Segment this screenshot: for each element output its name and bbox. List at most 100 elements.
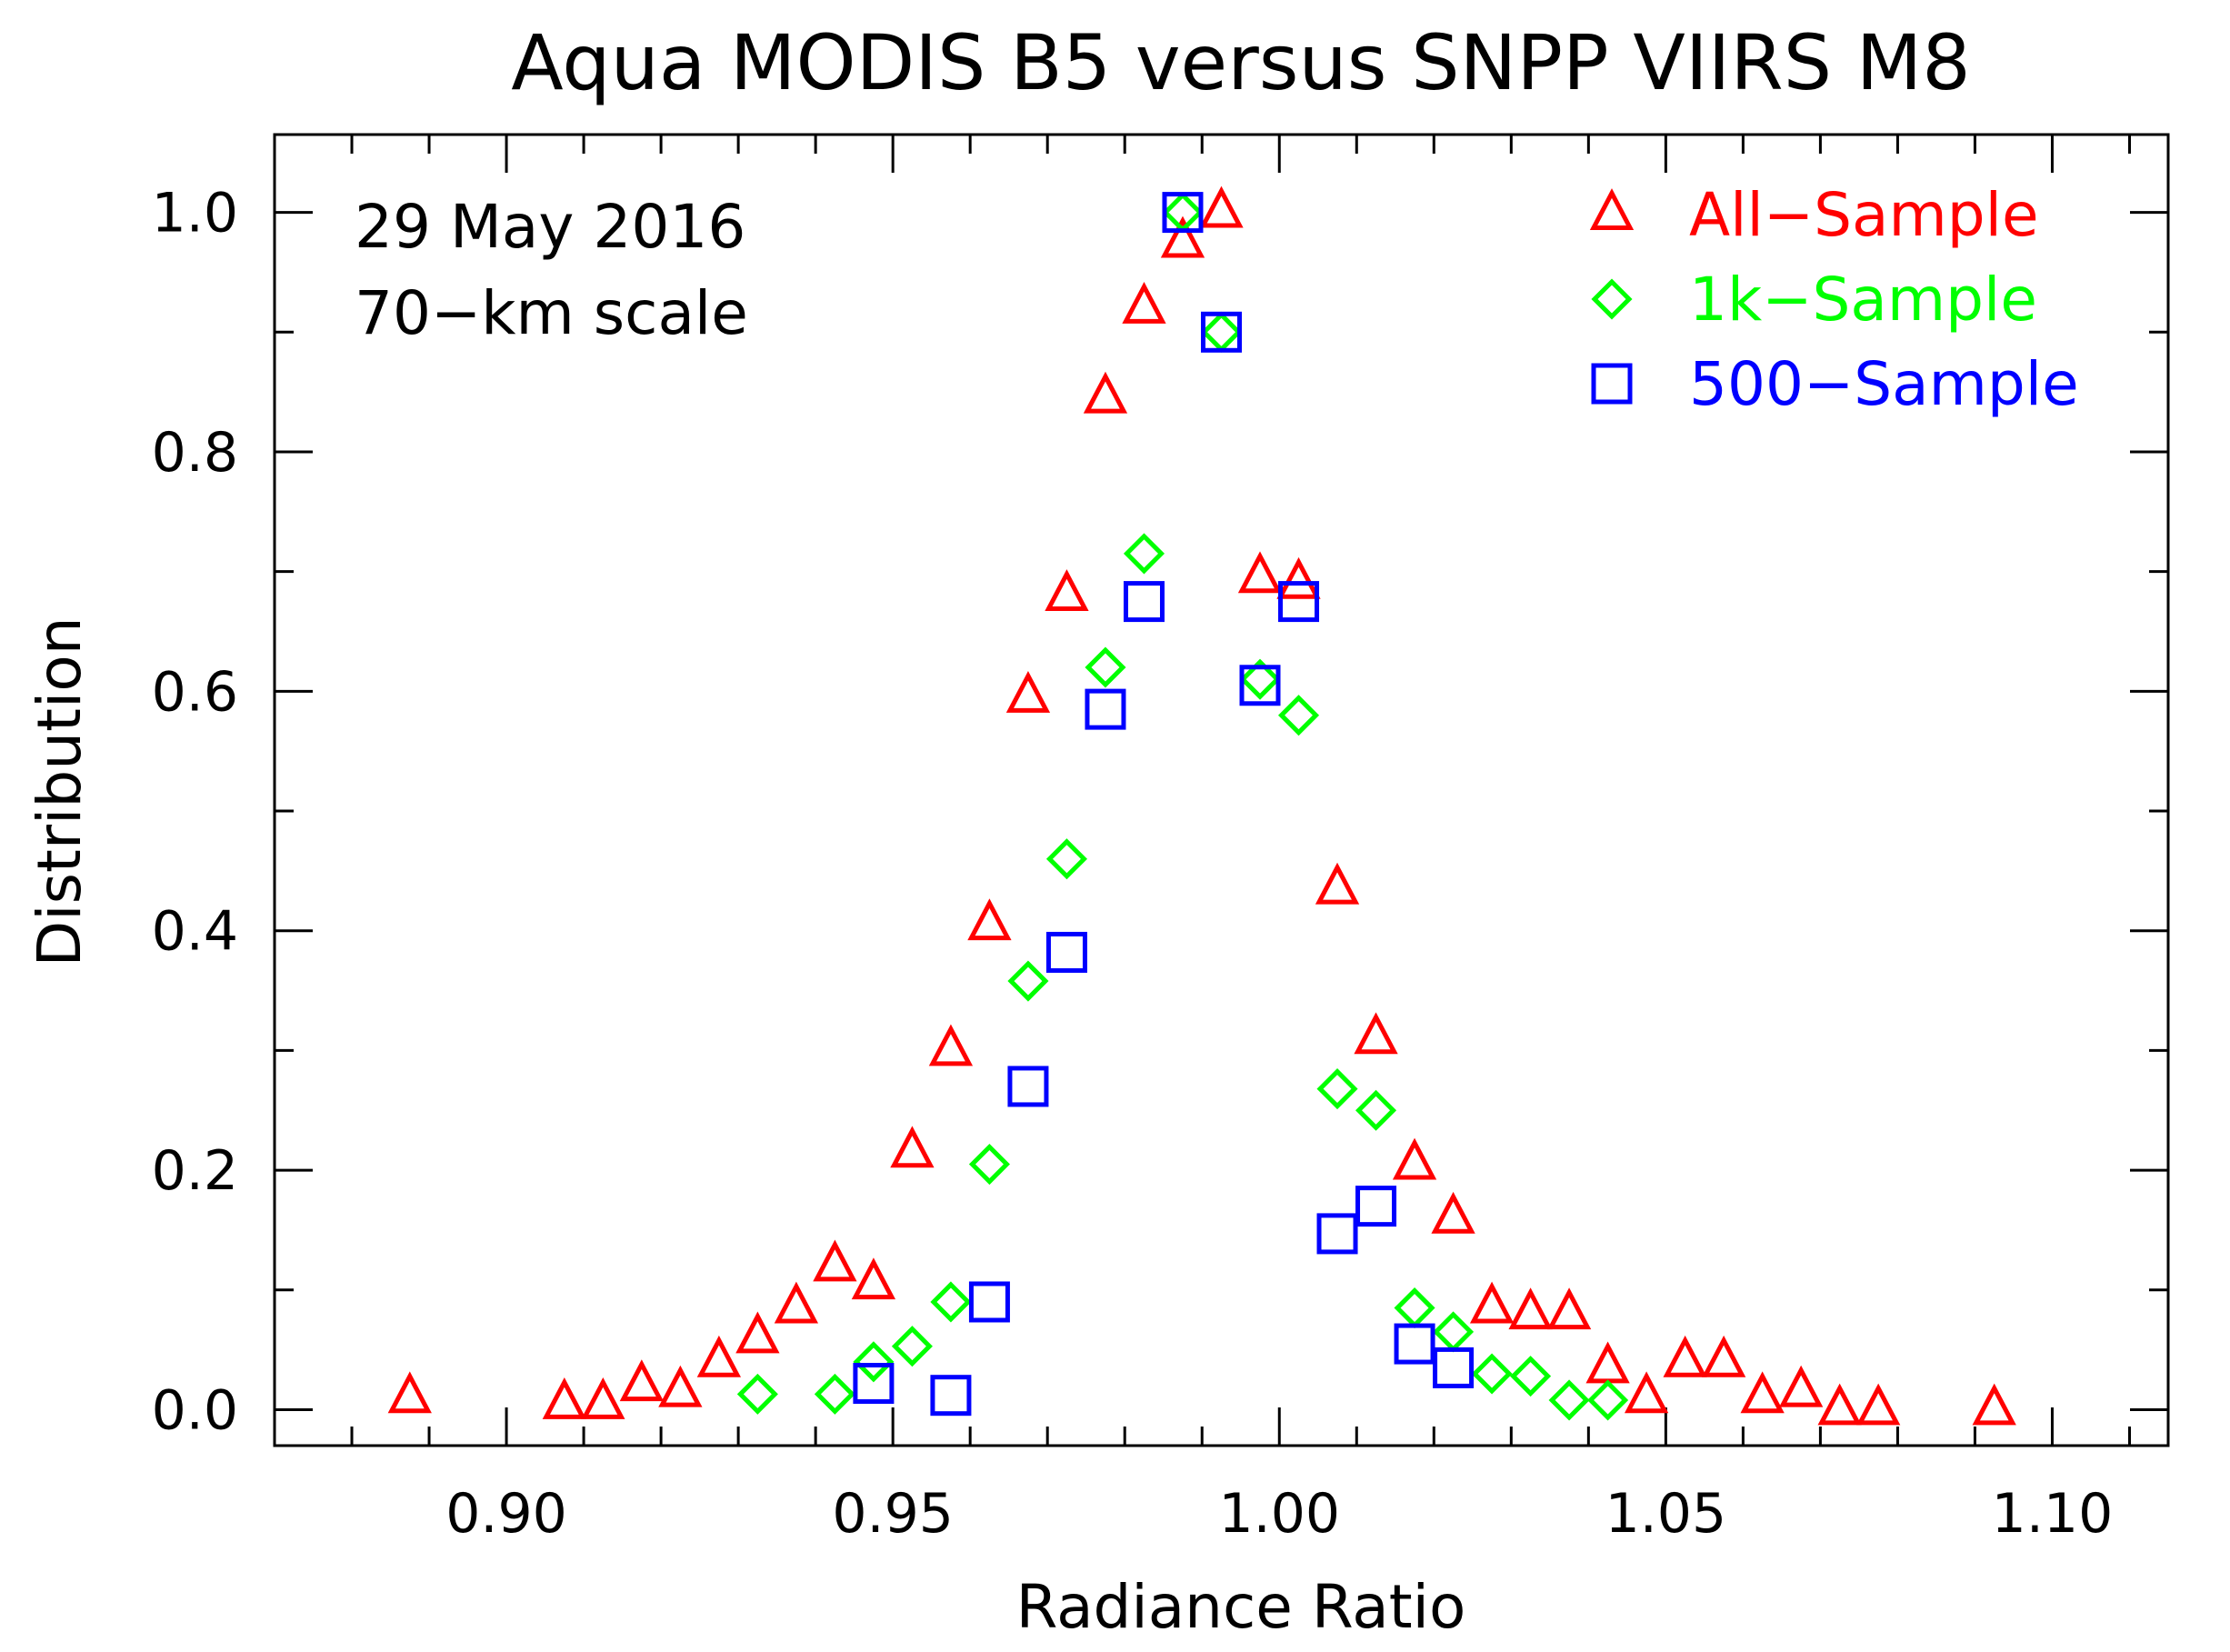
- data-point: [1045, 838, 1087, 880]
- series-square: [853, 192, 1475, 1417]
- data-point: [1585, 1341, 1630, 1384]
- data-point: [930, 1281, 972, 1323]
- y-tick-label: 0.2: [152, 1139, 238, 1203]
- data-point: [968, 1143, 1010, 1186]
- data-point: [1200, 311, 1243, 353]
- data-point: [1237, 551, 1283, 594]
- data-point: [1083, 371, 1128, 414]
- data-point: [851, 1257, 896, 1300]
- chart-title: Aqua MODIS B5 versus SNPP VIIRS M8: [511, 18, 1970, 107]
- data-point: [542, 1377, 586, 1419]
- x-axis-label: Radiance Ratio: [1016, 1572, 1466, 1642]
- data-point: [1817, 1383, 1862, 1426]
- data-point: [853, 1341, 895, 1383]
- data-point: [1779, 1365, 1824, 1407]
- data-point: [658, 1365, 703, 1407]
- plot-frame-rect: [273, 133, 2170, 1447]
- legend-label: 500−Sample: [1689, 349, 2079, 419]
- data-point: [1278, 581, 1320, 623]
- y-axis-label: Distribution: [25, 616, 95, 966]
- legend-label: 1k−Sample: [1689, 265, 2037, 335]
- data-point: [1431, 1191, 1475, 1234]
- data-point: [890, 1126, 935, 1168]
- data-point: [1122, 282, 1166, 324]
- x-tick-label: 0.90: [445, 1482, 567, 1546]
- axis-ticks: [275, 135, 2168, 1446]
- data-point: [891, 1326, 933, 1367]
- data-point: [930, 1375, 972, 1417]
- data-point: [814, 1373, 855, 1415]
- data-point: [1005, 671, 1051, 713]
- x-tick-label: 1.00: [1218, 1482, 1340, 1546]
- data-point: [967, 898, 1012, 941]
- data-point: [1546, 1287, 1592, 1330]
- data-point: [1663, 1335, 1707, 1377]
- data-point: [1277, 695, 1320, 736]
- data-point: [774, 1281, 819, 1324]
- y-tick-label: 0.6: [152, 660, 238, 724]
- legend: All−Sample 1k−Sample 500−Sample: [1589, 180, 2079, 419]
- annotation-scale: 70−km scale: [355, 278, 748, 348]
- legend-marker: [1589, 188, 1635, 230]
- data-point: [1160, 215, 1205, 258]
- data-point: [1392, 1137, 1437, 1180]
- legend-label: All−Sample: [1689, 180, 2039, 250]
- data-point: [1239, 658, 1281, 700]
- data-point: [1355, 1186, 1397, 1227]
- data-point: [1123, 581, 1165, 623]
- data-point: [1354, 1012, 1398, 1055]
- data-point: [1740, 1371, 1785, 1414]
- data-point: [1701, 1335, 1746, 1377]
- data-point: [1433, 1347, 1475, 1388]
- data-point: [1201, 311, 1242, 353]
- x-tick-label: 1.10: [1992, 1482, 2114, 1546]
- data-markers: [387, 185, 2016, 1426]
- data-point: [1856, 1383, 1901, 1426]
- legend-marker: [1591, 363, 1633, 405]
- data-point: [1471, 1353, 1513, 1395]
- data-point: [1394, 1323, 1435, 1365]
- data-point: [387, 1371, 432, 1414]
- annotation-date: 29 May 2016: [355, 192, 745, 262]
- data-point: [1085, 688, 1126, 730]
- data-point: [1972, 1383, 2016, 1426]
- data-point: [1276, 556, 1321, 599]
- data-point: [1123, 533, 1165, 575]
- y-tick-label: 0.8: [152, 421, 238, 485]
- data-point: [735, 1311, 780, 1354]
- data-point: [1045, 569, 1089, 611]
- plot-frame: [273, 133, 2170, 1447]
- x-tick-label: 1.05: [1605, 1482, 1727, 1546]
- data-point: [696, 1335, 742, 1377]
- data-point: [1085, 646, 1126, 688]
- data-point: [1508, 1287, 1553, 1330]
- data-point: [619, 1359, 664, 1402]
- data-point: [1394, 1287, 1435, 1329]
- y-tick-label: 0.4: [152, 900, 238, 964]
- series-diamond: [736, 192, 1629, 1421]
- data-point: [1316, 1213, 1358, 1255]
- data-point: [1355, 1089, 1397, 1131]
- data-point: [1162, 192, 1204, 234]
- data-point: [1510, 1356, 1552, 1397]
- data-point: [1199, 185, 1244, 228]
- data-point: [1433, 1311, 1475, 1353]
- data-point: [1316, 1068, 1358, 1110]
- data-point: [581, 1377, 625, 1419]
- y-tick-label: 0.0: [152, 1378, 238, 1442]
- data-point: [1045, 931, 1087, 973]
- y-tick-label: 1.0: [152, 182, 238, 245]
- data-point: [1624, 1371, 1669, 1414]
- legend-marker: [1591, 278, 1633, 320]
- data-point: [1007, 1066, 1049, 1107]
- data-point: [1469, 1281, 1515, 1324]
- data-point: [813, 1239, 857, 1282]
- data-point: [1548, 1379, 1590, 1421]
- data-point: [1007, 960, 1049, 1002]
- data-point: [736, 1373, 778, 1415]
- axis-tick-labels: 0.90 0.95 1.00 1.05 1.10 0.0 0.2 0.4 0.6 0.8 1.0: [152, 182, 2114, 1546]
- data-point: [1315, 862, 1360, 905]
- series-triangle: [387, 185, 2016, 1426]
- data-point: [853, 1363, 895, 1405]
